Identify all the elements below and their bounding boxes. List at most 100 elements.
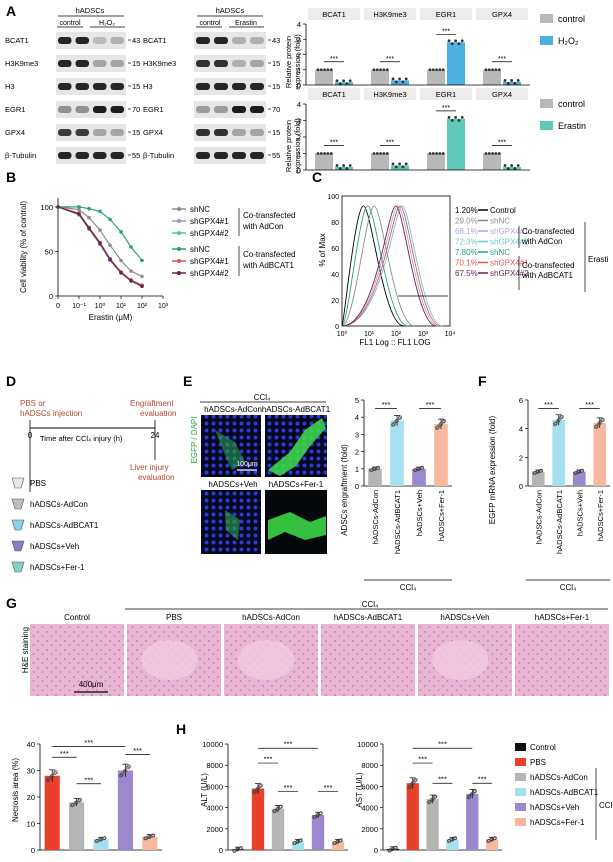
data-dot	[574, 470, 578, 475]
b-group2-line1: Co-transfected	[243, 250, 295, 259]
blot-row-label: BCAT1	[5, 36, 29, 45]
d-axis-label: Time after CCl₄ injury (h)	[40, 434, 123, 443]
blot-mw-marker: 15	[132, 128, 140, 137]
bar	[311, 815, 325, 850]
panel-letter-g: G	[6, 595, 17, 611]
blot2-group-treat: Erastin	[235, 20, 257, 27]
y-tick-label: 0	[219, 846, 223, 855]
dot	[342, 79, 345, 83]
data-dot	[413, 778, 418, 782]
dot	[391, 77, 395, 81]
data-dot	[49, 774, 54, 779]
c-xlabel: FL1 Log :: FL1 LOG	[359, 338, 430, 347]
legend-swatch	[515, 803, 526, 811]
data-dot	[144, 836, 148, 840]
data-dot	[539, 468, 544, 473]
data-dot	[469, 792, 474, 797]
data-dot	[394, 419, 398, 424]
panel-g-he: CCl₄ Control PBS hADSCs-AdCon hADSCs-AdBCAT…	[11, 600, 609, 855]
dot	[404, 77, 408, 81]
dot	[460, 115, 464, 119]
data-dot	[299, 838, 303, 842]
sig-stars: ***	[478, 775, 487, 784]
bar	[406, 783, 419, 850]
dot	[401, 80, 405, 84]
blot-band	[232, 83, 246, 90]
a-legend-h2o2: H₂O₂	[558, 36, 579, 46]
dot	[484, 152, 488, 155]
blot-strip	[194, 78, 266, 95]
c-ylabel: % of Max	[318, 233, 327, 266]
panel-c-flow: % of Max FL1 Log :: FL1 LOG 0 20 40 60 80 100…	[318, 194, 609, 347]
f-chart-ylabel: EGFP mRNA expression (fold)	[488, 416, 497, 525]
data-dot	[316, 813, 320, 817]
data-dot	[594, 425, 598, 429]
data-dot	[119, 773, 123, 778]
blot-band	[75, 106, 89, 113]
panel-letter-f: F	[478, 373, 487, 389]
data-dot	[447, 838, 452, 843]
data-dot	[236, 847, 240, 852]
series-point	[56, 205, 60, 209]
y-tick-label: 20	[27, 793, 35, 802]
series-point	[108, 257, 112, 262]
legend-swatch-erastin	[540, 121, 553, 130]
bar-control	[427, 153, 445, 170]
bar-control	[315, 153, 333, 170]
legend-marker	[177, 207, 181, 211]
sig-stars: ***	[442, 28, 450, 35]
data-dot	[398, 415, 403, 420]
bar	[531, 471, 545, 486]
data-dot	[493, 836, 497, 840]
data-dot	[430, 797, 435, 801]
blot-band	[196, 106, 210, 113]
bar-control	[483, 69, 501, 85]
data-dot	[373, 466, 377, 471]
y-tick-label: 4	[519, 425, 523, 434]
dot	[316, 152, 320, 155]
c-side-label: Erasti	[588, 255, 609, 264]
tube-icon	[11, 561, 25, 573]
y-tick-label: 8000	[206, 761, 223, 770]
sig-stars: ***	[585, 400, 594, 409]
blot2-group-control: control	[199, 20, 220, 27]
dot	[335, 79, 339, 83]
data-dot	[601, 417, 605, 422]
blot-strip	[56, 55, 126, 72]
bar-treated	[335, 82, 353, 85]
bar-treated	[391, 165, 409, 170]
x-tick-label: 10⁰	[337, 330, 348, 338]
dot	[428, 152, 432, 155]
dot	[338, 167, 342, 170]
blot-band	[58, 83, 72, 90]
x-tick-label: 10²	[391, 331, 402, 338]
bar	[117, 770, 133, 850]
data-dot	[435, 426, 439, 430]
he-title: hADSCs-AdBCAT1	[334, 613, 403, 622]
blot-band	[250, 129, 264, 136]
bar-treated	[447, 118, 465, 170]
y-tick-label: 2000	[361, 825, 378, 834]
legend-label: PBS	[530, 758, 546, 767]
blot-row-label: EGR1	[143, 105, 163, 114]
he-title: hADSCs+Fer-1	[535, 613, 590, 622]
c-group2-line2: with AdBCAT1	[521, 271, 574, 280]
g-header: CCl₄	[362, 600, 379, 609]
sig-stars: ***	[330, 140, 338, 147]
category-header	[420, 88, 472, 100]
d-top-right-1: Engraftment	[130, 399, 174, 408]
sig-stars: ***	[386, 140, 394, 147]
sig-stars: ***	[386, 56, 394, 63]
flow-label: Control	[490, 206, 516, 215]
y-tick-label: 0	[297, 81, 301, 90]
legend-label: shNC	[190, 245, 210, 254]
a-legend-erastin: Erastin	[558, 121, 586, 131]
blot-band	[75, 152, 89, 159]
data-dot	[410, 782, 414, 786]
e-side-label: EGFP / DAPI	[190, 417, 199, 464]
x-tick-label: hADSCs+Fer-1	[437, 490, 446, 541]
data-dot	[78, 798, 83, 802]
data-dot	[391, 423, 395, 427]
flow-label: shGPX4#1	[490, 227, 529, 236]
